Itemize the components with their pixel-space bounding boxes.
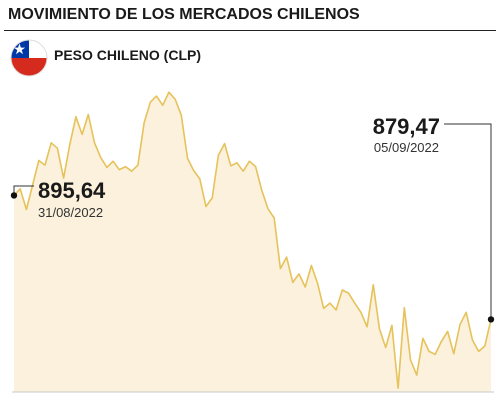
end-value-label: 879,47 <box>373 114 440 139</box>
flag-star <box>13 43 26 55</box>
flag-red-band <box>11 58 47 76</box>
start-value-label: 895,64 <box>38 178 106 203</box>
end-leader-line <box>444 123 492 320</box>
chile-flag-icon <box>10 39 48 77</box>
end-date-label: 05/09/2022 <box>374 140 439 155</box>
end-point-marker <box>487 316 495 323</box>
title-divider <box>4 30 496 31</box>
series-area <box>14 92 491 392</box>
start-point-marker <box>10 192 18 199</box>
series-line <box>13 91 492 389</box>
start-date-label: 31/08/2022 <box>38 205 103 220</box>
chart-subtitle: PESO CHILENO (CLP) <box>54 47 202 63</box>
chart-title: MOVIMIENTO DE LOS MERCADOS CHILENOS <box>8 6 360 23</box>
